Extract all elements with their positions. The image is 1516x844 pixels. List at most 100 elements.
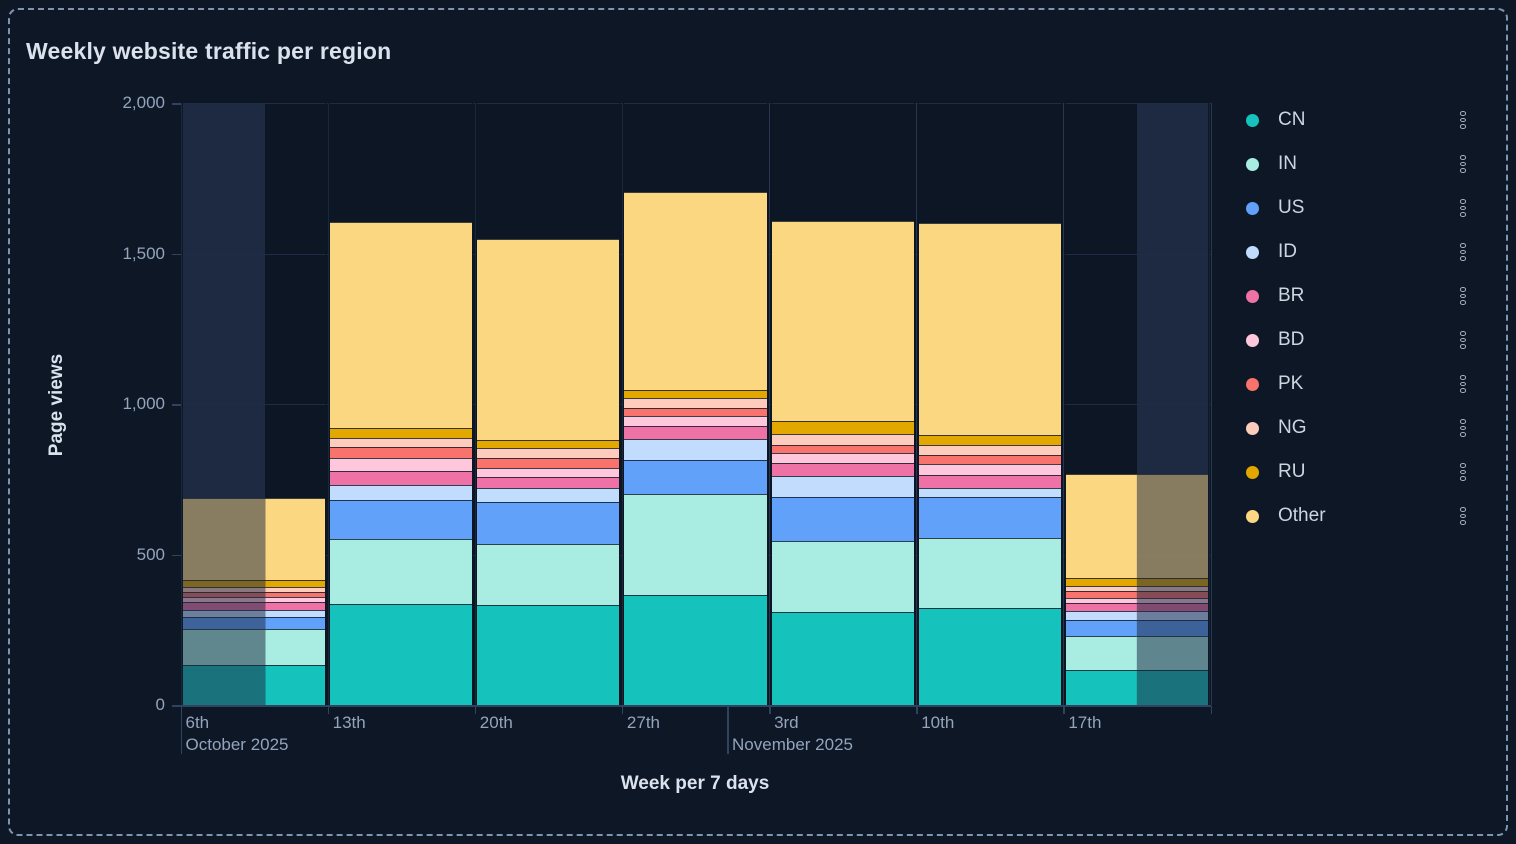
bar-segment-in-week7[interactable] xyxy=(1065,636,1137,671)
bar-segment-other-week5[interactable] xyxy=(771,221,914,422)
bar-segment-us-week4[interactable] xyxy=(624,460,767,494)
bar-segment-us-week3[interactable] xyxy=(477,501,620,544)
bar-segment-ru-week7[interactable] xyxy=(1065,577,1137,586)
bar-segment-br-week7[interactable] xyxy=(1065,602,1137,612)
bar-segment-br-week2[interactable] xyxy=(330,471,473,485)
bar-segment-us-week1[interactable] xyxy=(265,616,326,629)
bar-segment-us-week7[interactable] xyxy=(1065,619,1137,637)
bar-segment-pk-week6[interactable] xyxy=(918,455,1061,464)
bar-segment-ng-week2[interactable] xyxy=(330,437,473,448)
legend-actions-vertical-dots-icon[interactable] xyxy=(1452,109,1474,131)
bar-segment-cn-week3[interactable] xyxy=(477,604,620,705)
bar-segment-br-week3[interactable] xyxy=(477,477,620,488)
bar-segment-other-week7[interactable] xyxy=(1065,474,1137,578)
legend-label-cn[interactable]: CN xyxy=(1278,109,1306,130)
bar-segment-bd-week3[interactable] xyxy=(477,467,620,478)
bar-segment-pk-week3[interactable] xyxy=(477,458,620,468)
bar-segment-cn-week5[interactable] xyxy=(771,612,914,705)
bar-segment-other-week4[interactable] xyxy=(624,191,767,391)
bar-segment-ru-week6[interactable] xyxy=(918,435,1061,445)
bar-segment-ru-week7[interactable] xyxy=(1136,577,1208,586)
bar-segment-cn-week1[interactable] xyxy=(183,664,266,705)
bar-segment-ng-week1[interactable] xyxy=(265,586,326,592)
bar-segment-id-week5[interactable] xyxy=(771,475,914,497)
legend-actions-vertical-dots-icon[interactable] xyxy=(1452,461,1474,483)
bar-segment-ru-week1[interactable] xyxy=(265,580,326,587)
legend-actions-vertical-dots-icon[interactable] xyxy=(1452,417,1474,439)
legend-actions-vertical-dots-icon[interactable] xyxy=(1452,197,1474,219)
bar-segment-other-week3[interactable] xyxy=(477,239,620,441)
bar-segment-cn-week7[interactable] xyxy=(1065,670,1137,705)
bar-segment-cn-week6[interactable] xyxy=(918,607,1061,705)
bar-segment-ru-week3[interactable] xyxy=(477,440,620,448)
legend-actions-vertical-dots-icon[interactable] xyxy=(1452,153,1474,175)
bar-segment-id-week3[interactable] xyxy=(477,488,620,502)
bar-segment-bd-week5[interactable] xyxy=(771,453,914,463)
bar-segment-id-week7[interactable] xyxy=(1065,611,1137,620)
bar-segment-id-week2[interactable] xyxy=(330,484,473,501)
legend-label-ru[interactable]: RU xyxy=(1278,461,1306,482)
bar-segment-ng-week3[interactable] xyxy=(477,447,620,459)
bar-segment-ru-week2[interactable] xyxy=(330,427,473,438)
bar-segment-pk-week2[interactable] xyxy=(330,447,473,459)
legend-label-ng[interactable]: NG xyxy=(1278,417,1307,438)
bar-segment-ru-week1[interactable] xyxy=(183,580,266,587)
legend-actions-vertical-dots-icon[interactable] xyxy=(1452,285,1474,307)
bar-segment-in-week4[interactable] xyxy=(624,493,767,596)
legend-label-bd[interactable]: BD xyxy=(1278,329,1305,350)
bar-segment-in-week1[interactable] xyxy=(183,628,266,665)
bar-segment-ng-week7[interactable] xyxy=(1065,585,1137,591)
legend-actions-vertical-dots-icon[interactable] xyxy=(1452,329,1474,351)
bar-segment-bd-week4[interactable] xyxy=(624,416,767,426)
bar-segment-other-week1[interactable] xyxy=(265,498,326,581)
legend-label-br[interactable]: BR xyxy=(1278,285,1305,306)
bar-segment-pk-week1[interactable] xyxy=(183,591,266,598)
bar-segment-br-week1[interactable] xyxy=(183,602,266,611)
bar-segment-in-week7[interactable] xyxy=(1136,636,1208,671)
bar-segment-in-week2[interactable] xyxy=(330,539,473,605)
bar-segment-other-week2[interactable] xyxy=(330,221,473,428)
bar-segment-pk-week1[interactable] xyxy=(265,591,326,598)
bar-segment-br-week5[interactable] xyxy=(771,463,914,476)
bar-segment-bd-week7[interactable] xyxy=(1065,597,1137,603)
legend-label-us[interactable]: US xyxy=(1278,197,1305,218)
bar-segment-br-week7[interactable] xyxy=(1136,602,1208,612)
bar-segment-us-week2[interactable] xyxy=(330,500,473,540)
bar-segment-id-week4[interactable] xyxy=(624,438,767,461)
bar-segment-ng-week4[interactable] xyxy=(624,397,767,408)
bar-segment-other-week6[interactable] xyxy=(918,223,1061,436)
bar-segment-ru-week5[interactable] xyxy=(771,421,914,434)
legend-label-pk[interactable]: PK xyxy=(1278,373,1304,394)
bar-segment-cn-week4[interactable] xyxy=(624,595,767,705)
legend-actions-vertical-dots-icon[interactable] xyxy=(1452,373,1474,395)
bar-segment-pk-week7[interactable] xyxy=(1136,590,1208,598)
legend-actions-vertical-dots-icon[interactable] xyxy=(1452,241,1474,263)
bar-segment-id-week6[interactable] xyxy=(918,487,1061,498)
bar-segment-ng-week1[interactable] xyxy=(183,586,266,592)
legend-actions-vertical-dots-icon[interactable] xyxy=(1452,505,1474,527)
bar-segment-bd-week2[interactable] xyxy=(330,458,473,472)
legend-label-in[interactable]: IN xyxy=(1278,153,1297,174)
bar-segment-ru-week4[interactable] xyxy=(624,390,767,398)
bar-segment-id-week1[interactable] xyxy=(183,610,266,617)
bar-segment-other-week7[interactable] xyxy=(1136,474,1208,578)
bar-segment-pk-week5[interactable] xyxy=(771,444,914,454)
bar-segment-cn-week1[interactable] xyxy=(265,664,326,705)
bar-segment-pk-week4[interactable] xyxy=(624,407,767,417)
bar-segment-bd-week7[interactable] xyxy=(1136,597,1208,603)
bar-segment-in-week3[interactable] xyxy=(477,543,620,605)
bar-segment-us-week6[interactable] xyxy=(918,497,1061,539)
bar-segment-us-week5[interactable] xyxy=(771,496,914,541)
bar-segment-in-week5[interactable] xyxy=(771,540,914,613)
legend-label-id[interactable]: ID xyxy=(1278,241,1297,262)
bar-segment-id-week7[interactable] xyxy=(1136,611,1208,620)
bar-segment-bd-week1[interactable] xyxy=(183,597,266,603)
bar-segment-cn-week2[interactable] xyxy=(330,604,473,705)
bar-segment-bd-week1[interactable] xyxy=(265,597,326,603)
bar-segment-br-week6[interactable] xyxy=(918,475,1061,488)
bar-segment-cn-week7[interactable] xyxy=(1136,670,1208,705)
bar-segment-ng-week6[interactable] xyxy=(918,444,1061,456)
bar-segment-other-week1[interactable] xyxy=(183,498,266,581)
bar-segment-br-week1[interactable] xyxy=(265,602,326,611)
bar-segment-ng-week7[interactable] xyxy=(1136,585,1208,591)
